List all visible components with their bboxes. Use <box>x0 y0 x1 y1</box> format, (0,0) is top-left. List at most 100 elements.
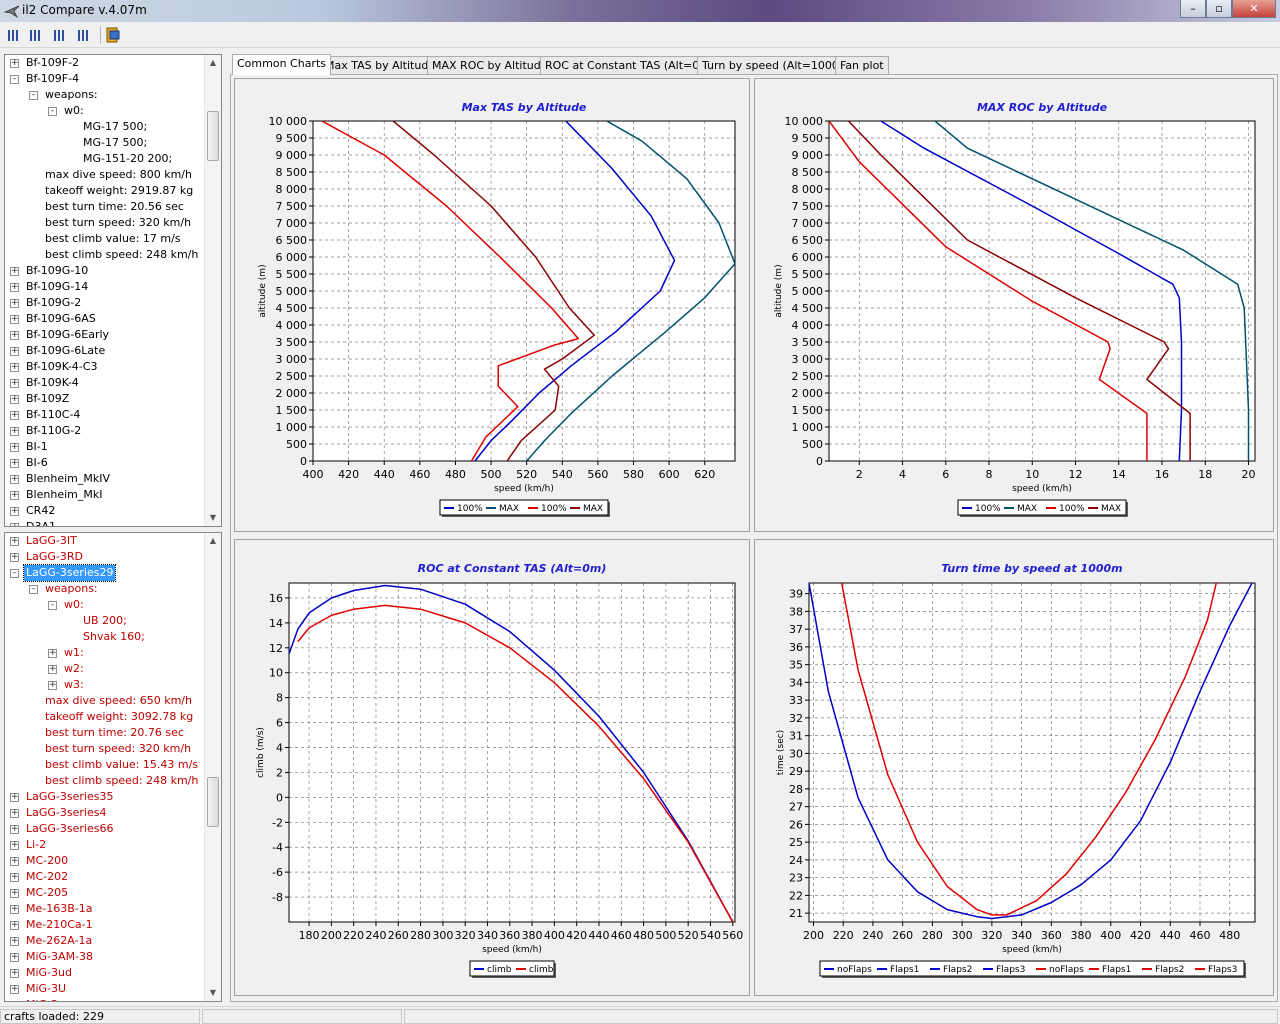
x-tick-label: 260 <box>388 929 409 942</box>
expand-icon[interactable]: + <box>10 552 19 562</box>
aircraft-tree-top[interactable]: + Bf-109F-2- Bf-109F-4- weapons: - w0: MG-17 5… <box>4 54 222 527</box>
y-tick-label: 32 <box>789 712 803 725</box>
aircraft-tree-bottom[interactable]: + LaGG-3IT + LaGG-3RD - LaGG-3series29- weapon… <box>4 532 222 1002</box>
expand-icon[interactable]: + <box>10 298 19 308</box>
tab-roc-constant-tas[interactable]: ROC at Constant TAS (Alt=0m) <box>540 56 720 75</box>
expand-icon[interactable]: + <box>48 648 57 658</box>
expand-icon[interactable]: + <box>10 792 19 802</box>
tree-item-label: LaGG-3series35 <box>26 790 114 803</box>
tab-turn-by-speed[interactable]: Turn by speed (Alt=1000m) <box>697 56 859 75</box>
maximize-button[interactable]: ▫ <box>1206 0 1232 18</box>
scroll-down-icon[interactable]: ▼ <box>209 513 217 522</box>
y-tick-label: 29 <box>789 765 803 778</box>
expand-icon[interactable]: + <box>10 458 19 468</box>
y-tick-label: 24 <box>789 854 803 867</box>
y-tick-label: -2 <box>272 816 283 829</box>
export-icon[interactable] <box>104 26 122 44</box>
expand-icon[interactable]: + <box>10 426 19 436</box>
tab-max-roc[interactable]: MAX ROC by Altitude <box>427 56 553 75</box>
y-tick-label: 0 <box>816 455 823 468</box>
expand-icon[interactable]: + <box>10 536 19 546</box>
y-tick-label: 8 500 <box>792 166 824 179</box>
expand-icon[interactable]: + <box>10 904 19 914</box>
bars-icon-1[interactable] <box>4 26 22 44</box>
status-cell-empty <box>404 1009 1278 1024</box>
tree-item-label: w1: <box>64 646 84 659</box>
minimize-button[interactable]: – <box>1180 0 1206 18</box>
collapse-icon[interactable]: - <box>48 601 57 610</box>
tree-item-label: Shvak 160; <box>83 630 145 643</box>
expand-icon[interactable]: + <box>10 840 19 850</box>
y-tick-label: 28 <box>789 783 803 796</box>
expand-icon[interactable]: + <box>10 394 19 404</box>
expand-icon[interactable]: + <box>10 362 19 372</box>
y-tick-label: 9 500 <box>792 132 824 145</box>
scroll-down-icon[interactable]: ▼ <box>209 988 217 997</box>
expand-icon[interactable]: + <box>10 984 19 994</box>
close-button[interactable]: ✕ <box>1232 0 1276 18</box>
x-tick-label: 460 <box>409 468 430 481</box>
tab-max-tas[interactable]: Max TAS by Altitude <box>320 56 441 75</box>
expand-icon[interactable]: + <box>10 808 19 818</box>
expand-icon[interactable]: + <box>10 523 19 526</box>
expand-icon[interactable]: + <box>11 1001 19 1002</box>
expand-icon[interactable]: + <box>10 314 19 324</box>
y-tick-label: 2 <box>276 766 283 779</box>
bars-icon-4[interactable] <box>74 26 92 44</box>
x-tick-label: 320 <box>981 929 1002 942</box>
x-axis-label: speed (km/h) <box>1012 484 1072 494</box>
tree-bottom-scrollbar[interactable]: ▲ ▼ <box>204 533 221 1001</box>
expand-icon[interactable]: + <box>10 58 19 68</box>
expand-icon[interactable]: + <box>10 936 19 946</box>
scroll-thumb[interactable] <box>207 777 219 827</box>
collapse-icon[interactable]: - <box>10 569 19 578</box>
bars-icon-3[interactable] <box>50 26 68 44</box>
y-tick-label: 7 000 <box>276 217 308 230</box>
tree-item-label: best turn speed: 320 km/h <box>45 216 192 229</box>
tree-item-label: MG-151-20 200; <box>83 152 173 165</box>
collapse-icon[interactable]: - <box>10 75 19 84</box>
y-tick-label: 0 <box>300 455 307 468</box>
expand-icon[interactable]: + <box>10 952 19 962</box>
collapse-icon[interactable]: - <box>29 91 38 100</box>
expand-icon[interactable]: + <box>10 474 19 484</box>
expand-icon[interactable]: + <box>10 266 19 276</box>
tab-common-charts[interactable]: Common Charts <box>232 54 331 75</box>
expand-icon[interactable]: + <box>10 410 19 420</box>
expand-icon[interactable]: + <box>48 680 57 690</box>
y-tick-label: 1 500 <box>792 404 824 417</box>
expand-icon[interactable]: + <box>10 968 19 978</box>
expand-icon[interactable]: + <box>10 506 19 516</box>
x-tick-label: 240 <box>862 929 883 942</box>
collapse-icon[interactable]: - <box>48 107 57 116</box>
bars-icon-2[interactable] <box>26 26 44 44</box>
expand-icon[interactable]: + <box>10 920 19 930</box>
x-tick-label: 10 <box>1025 468 1039 481</box>
expand-icon[interactable]: + <box>10 856 19 866</box>
expand-icon[interactable]: + <box>10 490 19 500</box>
expand-icon[interactable]: + <box>10 872 19 882</box>
expand-icon[interactable]: + <box>10 888 19 898</box>
toolbar-separator <box>100 26 101 44</box>
chart-max-tas-svg: Max TAS by Altitude 400 420 440 460 480 500 520… <box>258 101 736 517</box>
expand-icon[interactable]: + <box>10 330 19 340</box>
x-tick-label: 300 <box>952 929 973 942</box>
plot-area <box>809 583 1255 922</box>
expand-icon[interactable]: + <box>10 442 19 452</box>
expand-icon[interactable]: + <box>10 824 19 834</box>
tree-item-label: MiG-3U <box>26 982 67 995</box>
y-tick-label: 6 <box>276 717 283 730</box>
y-tick-label: 5 000 <box>276 285 308 298</box>
scroll-thumb[interactable] <box>207 111 219 161</box>
collapse-icon[interactable]: - <box>29 585 38 594</box>
expand-icon[interactable]: + <box>10 378 19 388</box>
expand-icon[interactable]: + <box>10 282 19 292</box>
tree-top-scrollbar[interactable]: ▲ ▼ <box>204 55 221 526</box>
expand-icon[interactable]: + <box>10 346 19 356</box>
chart-title: MAX ROC by Altitude <box>977 101 1108 114</box>
scroll-up-icon[interactable]: ▲ <box>209 536 217 545</box>
x-tick-label: 300 <box>432 929 453 942</box>
tab-fan-plot[interactable]: Fan plot <box>835 56 889 75</box>
expand-icon[interactable]: + <box>48 664 57 674</box>
scroll-up-icon[interactable]: ▲ <box>209 58 217 67</box>
